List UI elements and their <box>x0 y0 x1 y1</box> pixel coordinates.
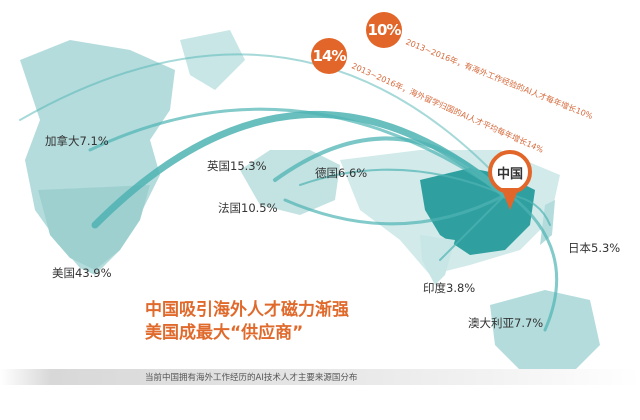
headline-line2: 美国成最大“供应商” <box>145 323 304 343</box>
arc-uk <box>273 136 507 197</box>
label-canada: 加拿大7.1% <box>45 134 109 148</box>
label-australia: 澳大利亚7.7% <box>468 316 544 330</box>
arc-australia <box>508 193 559 332</box>
caption-bar: 当前中国拥有海外工作经历的AI技术人才主要来源国分布 <box>0 369 640 385</box>
caption-text: 当前中国拥有海外工作经历的AI技术人才主要来源国分布 <box>145 373 358 383</box>
label-germany: 德国6.6% <box>315 166 368 180</box>
region-india <box>420 235 455 285</box>
headline-line1: 中国吸引海外人才磁力渐强 <box>145 300 349 320</box>
region-australia <box>490 290 600 375</box>
label-india: 印度3.8% <box>423 281 476 295</box>
arc-canada <box>88 107 507 197</box>
pin-tail-icon <box>501 188 519 210</box>
arc-india <box>439 194 506 261</box>
arc-germany <box>299 168 506 196</box>
region-europe <box>240 150 340 215</box>
label-japan: 日本5.3% <box>568 241 621 255</box>
stat-badge-14: 14% <box>311 38 347 74</box>
label-uk: 英国15.3% <box>207 159 267 173</box>
region-greenland <box>180 30 245 90</box>
china-pin-label: 中国 <box>496 166 523 182</box>
stat-badge-10: 10% <box>366 12 402 48</box>
arc-outer <box>19 53 511 191</box>
label-usa: 美国43.9% <box>52 266 112 280</box>
label-france: 法国10.5% <box>218 201 278 215</box>
arc-france <box>283 193 507 226</box>
